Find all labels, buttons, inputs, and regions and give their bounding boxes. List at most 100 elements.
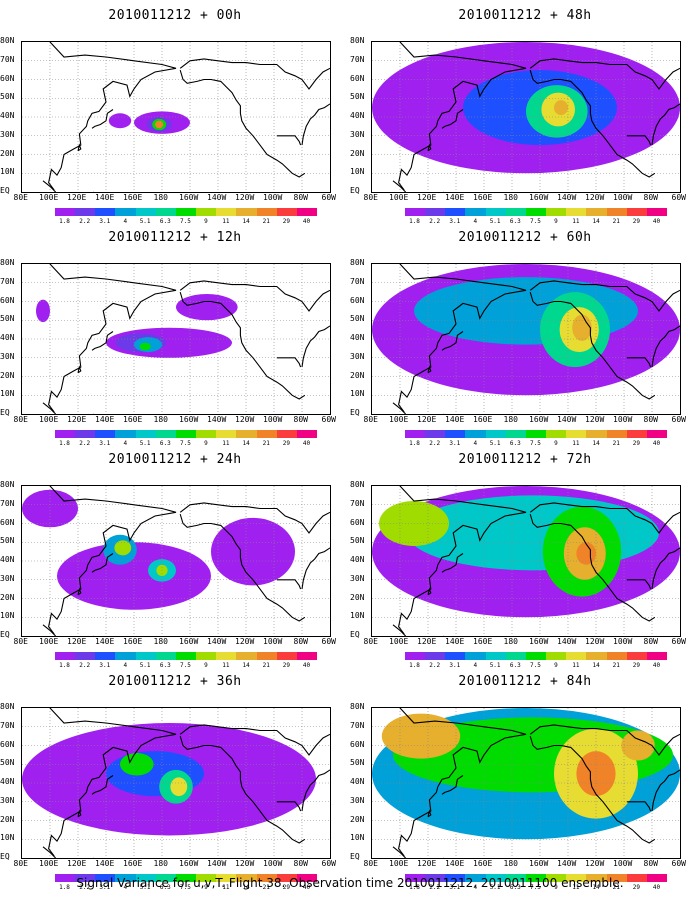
coastline xyxy=(392,180,406,192)
color-bar-swatch xyxy=(196,430,217,438)
lon-tick-label: 120W xyxy=(585,637,605,646)
lon-tick-label: 100E xyxy=(39,193,59,202)
lon-tick-label: 160W xyxy=(529,415,549,424)
lat-tick-label: 20N xyxy=(0,370,15,380)
lon-tick-label: 140W xyxy=(557,859,577,868)
color-bar-label: 21 xyxy=(612,218,620,225)
lon-tick-label: 100E xyxy=(39,859,59,868)
lat-tick-label: 30N xyxy=(350,129,365,139)
lon-tick-label: 120E xyxy=(67,637,87,646)
color-bar xyxy=(55,874,318,882)
color-bar-swatch xyxy=(425,874,446,882)
lat-tick-label: 60N xyxy=(0,517,15,527)
color-bar-label: 7.5 xyxy=(530,440,541,447)
lon-tick-label: 80W xyxy=(643,859,658,868)
lat-tick-label: 30N xyxy=(350,795,365,805)
color-bar-swatch xyxy=(236,652,257,660)
lat-tick-label: 10N xyxy=(350,167,365,177)
color-bar-swatch xyxy=(445,208,466,216)
color-bar-swatch xyxy=(155,874,176,882)
lon-tick-label: 80E xyxy=(13,859,28,868)
coastline xyxy=(77,143,82,152)
coastline xyxy=(392,402,406,414)
color-bar-swatch xyxy=(55,652,76,660)
lat-tick-label: 30N xyxy=(0,129,15,139)
lon-tick-label: 180 xyxy=(503,193,518,202)
variance-contour xyxy=(155,120,164,129)
color-bar-swatch xyxy=(155,430,176,438)
color-bar-label: 4 xyxy=(473,884,478,891)
variance-contour xyxy=(22,489,78,528)
color-bar-swatch xyxy=(75,874,96,882)
lat-tick-label: 10N xyxy=(0,167,15,177)
color-bar-label: 5.1 xyxy=(489,440,501,447)
color-bar-swatch xyxy=(445,652,466,660)
lon-tick-label: 120W xyxy=(235,637,255,646)
variance-contour xyxy=(108,113,132,129)
lon-tick-label: 100W xyxy=(263,859,283,868)
color-bar-label: 9 xyxy=(554,440,558,447)
lon-tick-label: 120W xyxy=(585,859,605,868)
coastline xyxy=(392,624,406,636)
variance-contour xyxy=(621,730,655,761)
color-bar-label: 29 xyxy=(632,218,640,225)
lon-tick-label: 60W xyxy=(671,193,686,202)
color-bar-label: 5.1 xyxy=(139,218,151,225)
color-bar-label: 14 xyxy=(242,662,250,669)
coastline xyxy=(42,624,56,636)
lat-tick-label: 40N xyxy=(0,777,15,786)
lon-tick-label: 160W xyxy=(529,859,549,868)
coastline xyxy=(48,486,177,635)
color-bar-label: 11 xyxy=(222,440,230,447)
coastline xyxy=(179,291,306,400)
color-bar-label: 21 xyxy=(612,662,620,669)
lon-tick-label: 160W xyxy=(529,193,549,202)
color-bar-label: 11 xyxy=(572,884,580,891)
color-bar xyxy=(405,874,668,882)
coastline xyxy=(179,280,330,312)
color-bar-swatch xyxy=(296,208,318,216)
lat-tick-label: 70N xyxy=(350,54,365,64)
color-bar xyxy=(55,430,318,438)
color-bar-label: 40 xyxy=(302,440,311,447)
color-bar-label: 5.1 xyxy=(489,662,501,669)
lon-tick-label: 80E xyxy=(13,415,28,424)
color-bar-swatch xyxy=(606,874,627,882)
lat-tick-label: 40N xyxy=(350,333,365,342)
lat-tick-label: 10N xyxy=(350,611,365,621)
color-bar-swatch xyxy=(256,208,277,216)
lon-tick-label: 120E xyxy=(417,637,437,646)
color-bar-label: 29 xyxy=(632,884,640,891)
coastline xyxy=(276,357,302,368)
coastline xyxy=(42,180,56,192)
lat-tick-label: 20N xyxy=(0,148,15,158)
lat-tick-label: EQ xyxy=(350,186,360,195)
chart-panel: 2010011212 + 24h EQ 10N 20N 30N 40N 50N 60N 70N 8… xyxy=(0,444,350,669)
color-bar-swatch xyxy=(405,874,426,882)
coastline xyxy=(427,809,432,818)
color-bar-label: 4 xyxy=(473,440,478,447)
panel-title: 2010011212 + 84h xyxy=(458,674,592,689)
lat-tick-label: 40N xyxy=(350,555,365,564)
coastline xyxy=(529,502,680,534)
lon-tick-label: 100E xyxy=(389,859,409,868)
color-bar-swatch xyxy=(175,208,197,216)
coastline xyxy=(179,69,306,178)
color-bar-swatch xyxy=(586,430,607,438)
lon-tick-label: 80E xyxy=(13,637,28,646)
lon-tick-label: 80W xyxy=(293,637,308,646)
map-svg xyxy=(22,264,330,414)
variance-contour xyxy=(36,299,50,323)
color-bar-label: 7.5 xyxy=(530,884,541,891)
lat-tick-label: 20N xyxy=(0,592,15,602)
lat-tick-label: 60N xyxy=(350,739,365,749)
color-bar-swatch xyxy=(626,430,647,438)
panel-title: 2010011212 + 48h xyxy=(458,8,592,23)
color-bar-swatch xyxy=(586,208,607,216)
coastline xyxy=(398,264,527,413)
coastline xyxy=(179,724,330,756)
color-bar-swatch xyxy=(586,652,607,660)
chart-panel: 2010011212 + 12h EQ 10N 20N 30N 40N 50N 60N 70N 8… xyxy=(0,222,350,447)
lon-tick-label: 80E xyxy=(363,637,378,646)
color-bar-label: 14 xyxy=(592,218,600,225)
